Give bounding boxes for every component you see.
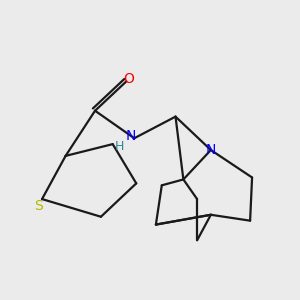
- Text: N: N: [206, 143, 216, 157]
- Text: N: N: [126, 129, 136, 143]
- Text: H: H: [115, 140, 124, 153]
- Text: S: S: [34, 199, 43, 213]
- Text: O: O: [123, 72, 134, 86]
